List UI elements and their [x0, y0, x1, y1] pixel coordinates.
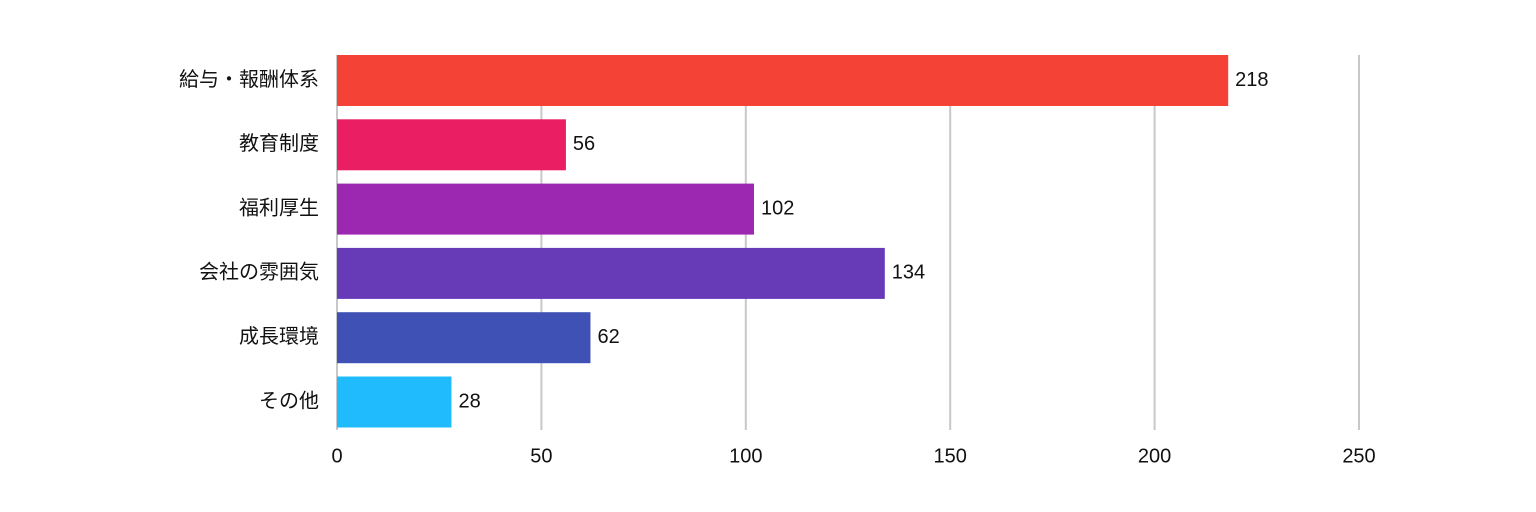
bar-value-label: 134	[892, 262, 925, 284]
category-label: 給与・報酬体系	[179, 68, 319, 91]
bar	[337, 119, 566, 171]
category-label: その他	[259, 389, 319, 412]
bar	[337, 247, 885, 299]
bar	[337, 376, 452, 428]
bar-value-label: 62	[597, 326, 619, 348]
bar-value-label: 56	[573, 133, 595, 155]
bar-value-label: 28	[458, 390, 480, 412]
category-label: 福利厚生	[239, 196, 319, 219]
grid-lines	[336, 55, 1360, 430]
category-label: 会社の雰囲気	[199, 261, 319, 284]
x-tick-label: 250	[1342, 445, 1375, 467]
bar	[337, 55, 1229, 106]
bars	[337, 55, 1229, 428]
category-label: 教育制度	[239, 132, 319, 155]
x-tick-label: 100	[729, 445, 762, 467]
bar	[337, 183, 754, 235]
x-tick-label: 0	[331, 445, 342, 467]
x-tick-label: 50	[530, 445, 552, 467]
category-label: 成長環境	[239, 325, 319, 348]
x-tick-label: 200	[1138, 445, 1171, 467]
bar-value-label: 218	[1235, 69, 1268, 91]
data-labels: 218 56 102 134 62 28	[458, 69, 1268, 413]
bar	[337, 312, 591, 364]
x-axis-tick-labels: 0 50 100 150 200 250	[331, 445, 1375, 467]
x-tick-label: 150	[934, 445, 967, 467]
bar-value-label: 102	[761, 197, 794, 219]
